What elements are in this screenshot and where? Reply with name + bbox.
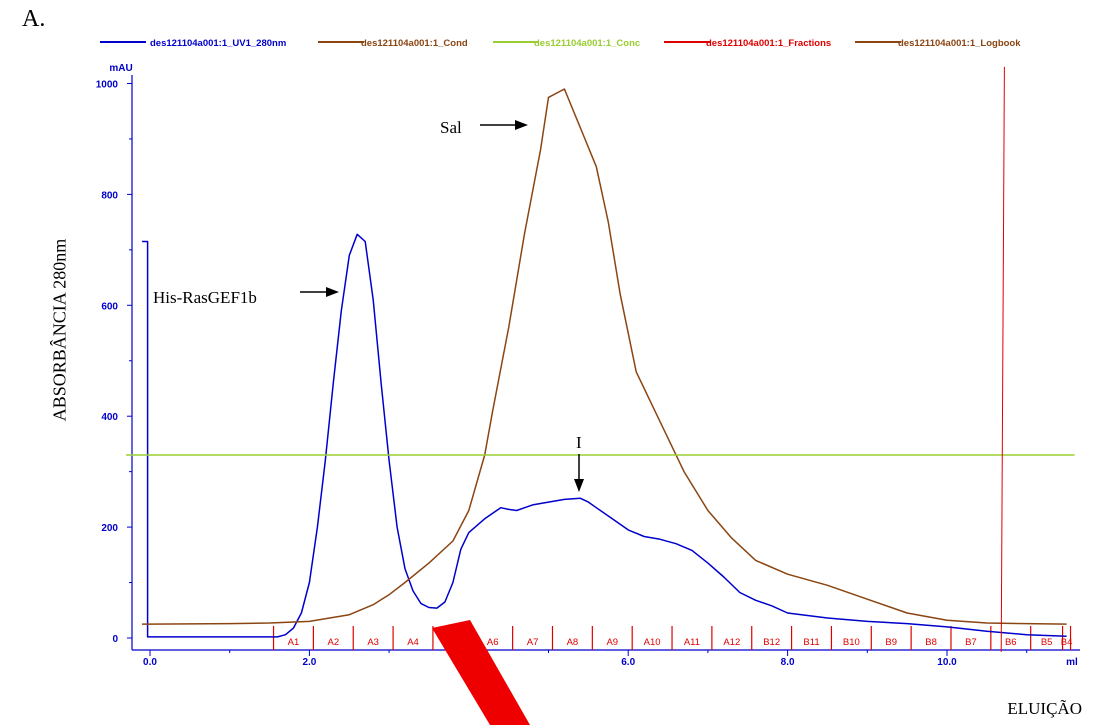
x-tick-label: 10.0 bbox=[937, 657, 957, 668]
fraction-label: A2 bbox=[327, 637, 339, 648]
legend-entry: des121104a001:1_UV1_280nm bbox=[150, 38, 286, 49]
y-tick-label: 200 bbox=[101, 523, 118, 534]
fraction-markers: A1A2A3A4A5A6A7A8A9A10A11A12B12B11B10B9B8… bbox=[272, 626, 1073, 650]
fraction-label: A12 bbox=[723, 637, 740, 648]
fraction-label: A6 bbox=[487, 637, 499, 648]
annotation-his-rasgef1b: His-RasGEF1b bbox=[153, 288, 257, 307]
chart-annotations: His-RasGEF1b Sal I bbox=[153, 118, 584, 492]
series-line-des121104a001-1-cond bbox=[142, 88, 1067, 625]
y-tick-label: 800 bbox=[101, 190, 118, 201]
y-unit-label: mAU bbox=[109, 63, 132, 74]
panel-label: A. bbox=[22, 6, 46, 32]
fraction-label: B10 bbox=[843, 637, 860, 648]
fraction-label: A9 bbox=[606, 637, 618, 648]
fraction-label: B12 bbox=[763, 637, 780, 648]
annotation-arrowhead bbox=[326, 287, 339, 297]
legend-entry: des121104a001:1_Fractions bbox=[706, 38, 831, 49]
fraction-label: B4 bbox=[1061, 637, 1073, 648]
fraction-label: A1 bbox=[288, 637, 300, 648]
fraction-label: B11 bbox=[803, 637, 819, 648]
chart-legend: des121104a001:1_UV1_280nm des121104a001:1… bbox=[100, 38, 1021, 49]
fraction-label: B5 bbox=[1041, 637, 1053, 648]
y-tick-label: 0 bbox=[112, 634, 118, 645]
annotation-i: I bbox=[576, 433, 582, 452]
fraction-label: B9 bbox=[885, 637, 897, 648]
y-tick-label: 600 bbox=[101, 301, 118, 312]
fraction-label: A11 bbox=[684, 637, 700, 648]
y-tick-label: 400 bbox=[101, 412, 118, 423]
fraction-label: A3 bbox=[367, 637, 379, 648]
chart-axes: mAU ml 0 200 400 600 800 1000 0.0 2.0 6.0 8.0 10.0 bbox=[96, 63, 1080, 668]
x-axis-label: ELUIÇÃO bbox=[1007, 699, 1082, 718]
x-tick-label: 8.0 bbox=[781, 657, 795, 668]
fraction-label: B7 bbox=[965, 637, 977, 648]
legend-entry: des121104a001:1_Cond bbox=[361, 38, 468, 49]
annotation-arrowhead bbox=[574, 479, 584, 492]
x-tick-label: 0.0 bbox=[143, 657, 157, 668]
red-pointer-arrow bbox=[432, 620, 530, 725]
legend-entry: des121104a001:1_Logbook bbox=[898, 38, 1021, 49]
x-tick-label: 2.0 bbox=[302, 657, 316, 668]
series-line-des121104a001-1-fractions bbox=[1000, 66, 1005, 652]
fraction-label: A10 bbox=[644, 637, 661, 648]
fraction-label: A8 bbox=[567, 637, 579, 648]
legend-entry: des121104a001:1_Conc bbox=[534, 38, 640, 49]
annotation-arrowhead bbox=[515, 120, 528, 130]
chart-series bbox=[126, 66, 1075, 652]
x-tick-label: 6.0 bbox=[621, 657, 635, 668]
series-line-des121104a001-1-uv1-280nm bbox=[142, 233, 1067, 638]
y-tick-label: 1000 bbox=[96, 80, 119, 91]
annotation-sal: Sal bbox=[440, 118, 462, 137]
fraction-label: B6 bbox=[1005, 637, 1017, 648]
fraction-label: B8 bbox=[925, 637, 937, 648]
fraction-label: A4 bbox=[407, 637, 419, 648]
x-unit-label: ml bbox=[1066, 657, 1078, 668]
fraction-label: A7 bbox=[527, 637, 539, 648]
